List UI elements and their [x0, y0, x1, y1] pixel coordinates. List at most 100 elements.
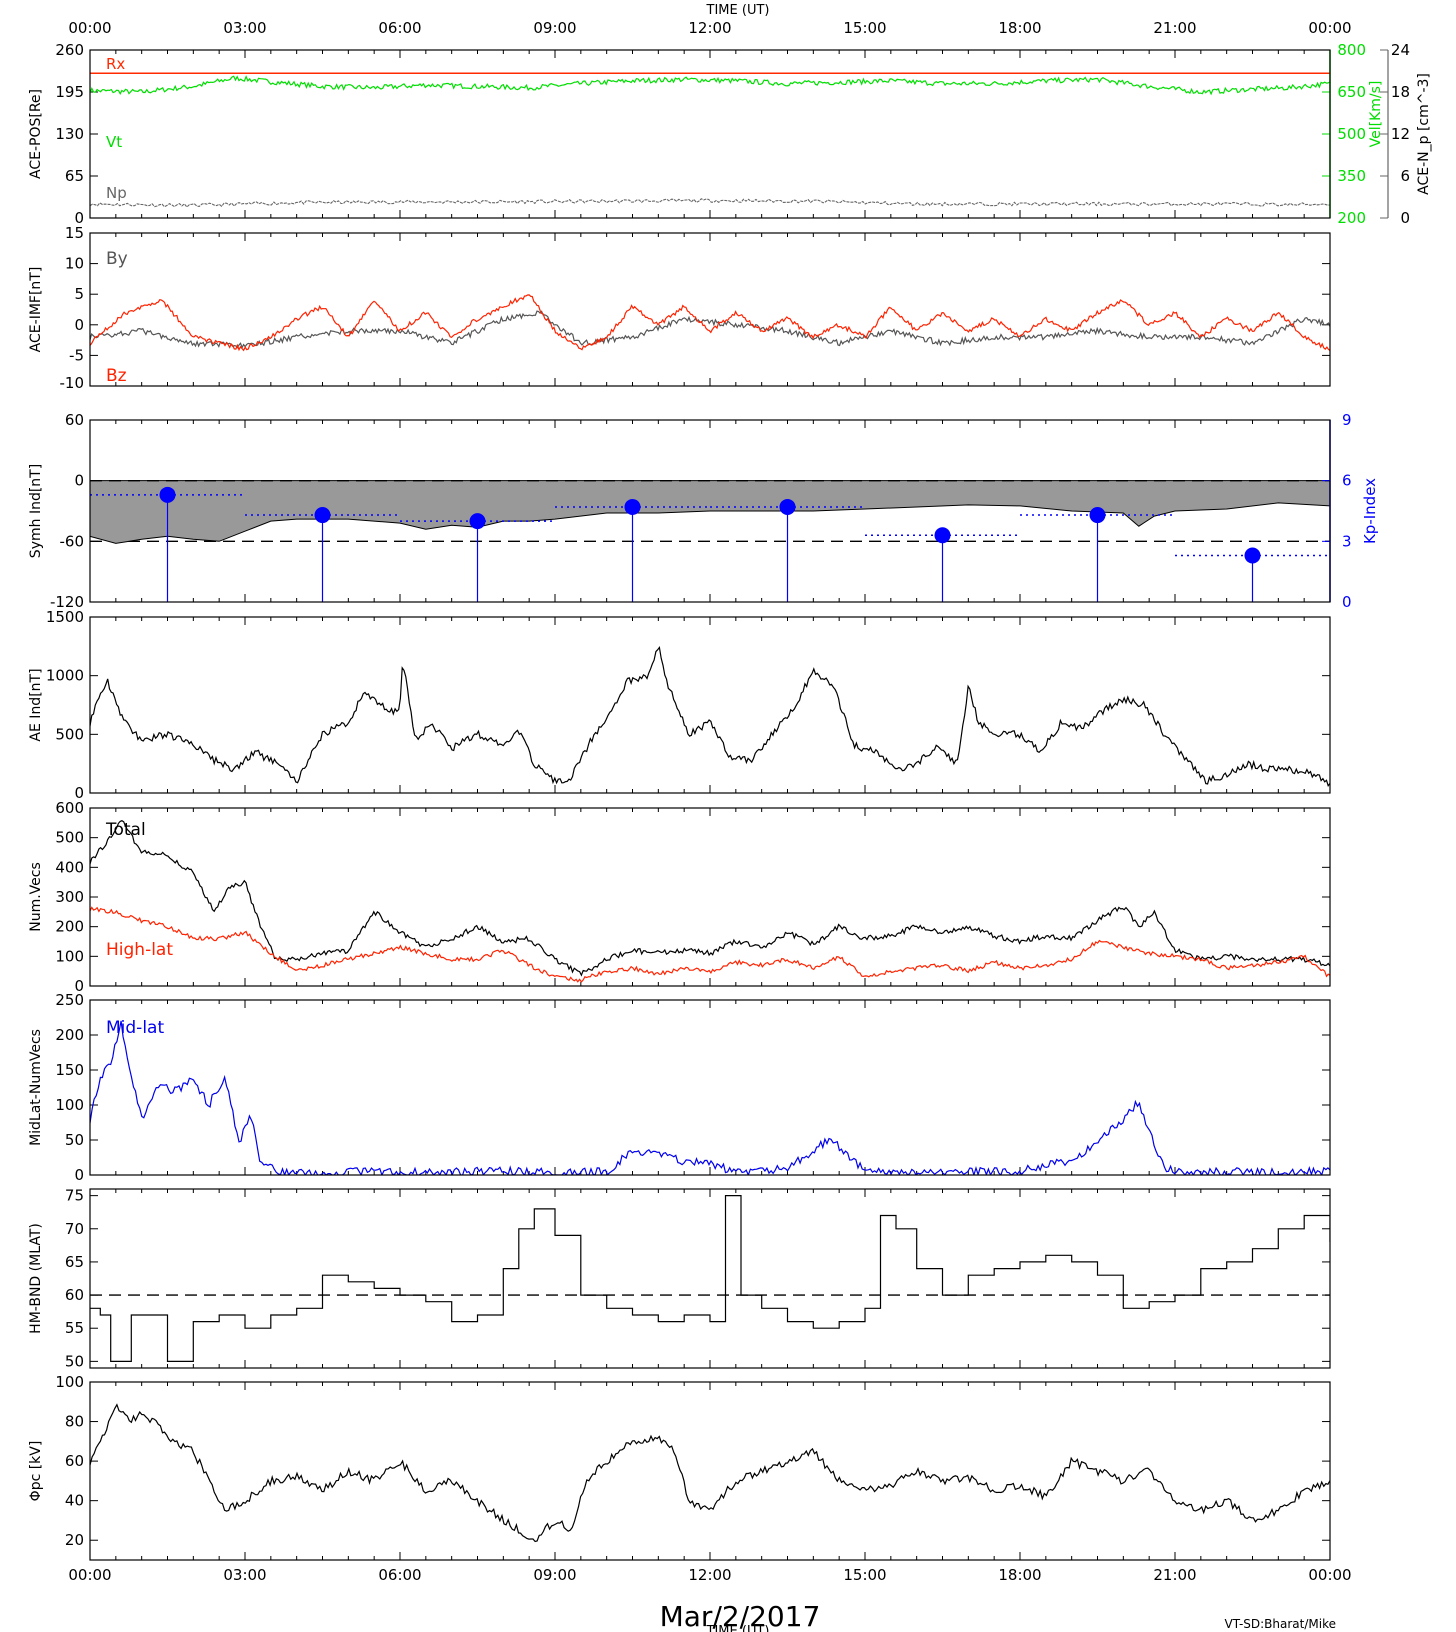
kp-axis-label: Kp-Index	[1361, 478, 1379, 544]
kp-axis-tick-label: 0	[1342, 593, 1352, 611]
kp-point	[314, 507, 331, 524]
time-minor-ticks	[89, 1382, 1331, 1560]
y-axis-label: ACE-POS[Re]	[28, 89, 44, 179]
bottom-tick-label: 00:00	[68, 1566, 111, 1584]
y-axis-label: HM-BND (MLAT)	[28, 1223, 44, 1334]
bottom-tick-label: 12:00	[688, 1566, 731, 1584]
y-tick-label: 300	[55, 888, 84, 906]
y-tick-label: 60	[65, 1286, 84, 1304]
series-label-rx: Rx	[106, 55, 125, 73]
panel-frame	[89, 1188, 1331, 1369]
y-tick-label: 55	[65, 1319, 84, 1337]
series-vt-line	[90, 75, 1330, 96]
panel-frame	[89, 1381, 1331, 1561]
y-tick-label: 0	[74, 209, 84, 227]
np-axis-tick-label: 12	[1391, 125, 1410, 143]
y-tick-label: 600	[55, 799, 84, 817]
kp-point	[1244, 547, 1261, 564]
y-tick-label: 500	[55, 829, 84, 847]
y-tick-label: 80	[65, 1413, 84, 1431]
top-tick-label: 03:00	[223, 19, 266, 37]
kp-axis-tick-label: 9	[1342, 411, 1352, 429]
y-tick-label: 100	[55, 1373, 84, 1391]
y-axis-label: ACE-IMF[nT]	[28, 267, 44, 353]
vel-axis-tick-label: 650	[1337, 83, 1366, 101]
panel-frame	[89, 419, 1331, 603]
np-axis-label: ACE-N_p [cm^-3]	[1416, 73, 1432, 195]
y-tick-label: 0	[74, 784, 84, 802]
plot-panels: 065130195260ACE-POS[Re]200350500650800Ve…	[28, 41, 1432, 1561]
kp-point	[159, 486, 176, 503]
y-tick-label: 100	[55, 1096, 84, 1114]
series-line-total	[90, 820, 1330, 977]
y-tick-label: -60	[60, 532, 85, 550]
time-minor-ticks	[89, 1189, 1331, 1368]
y-axis-label: MidLat-NumVecs	[28, 1029, 44, 1146]
top-time-tick-labels: 00:00 03:00 06:00 09:00 12:00 15:00 18:00 21:00…	[68, 19, 1351, 37]
bottom-tick-label: 09:00	[533, 1566, 576, 1584]
np-axis-tick-label: 0	[1400, 209, 1410, 227]
y-tick-label: 260	[55, 41, 84, 59]
top-tick-label: 18:00	[998, 19, 1041, 37]
y-tick-label: -10	[60, 374, 85, 392]
series-group	[90, 646, 1330, 787]
y-axis-label: Symh Ind[nT]	[28, 464, 44, 558]
kp-point	[1089, 507, 1106, 524]
series-line-main	[90, 1195, 1330, 1362]
series-group	[90, 1020, 1330, 1175]
panel-frame	[89, 999, 1331, 1176]
kp-point	[624, 498, 641, 515]
series-line-mid-lat	[90, 1020, 1330, 1175]
bottom-tick-label: 06:00	[378, 1566, 421, 1584]
y-tick-label: 500	[55, 725, 84, 743]
panel-frame	[89, 232, 1331, 387]
panel-5: 0 100 200 300 400 500 600 Num.Vecs Total High-lat	[28, 799, 1331, 995]
y-tick-label: 10	[65, 255, 84, 273]
panel-7: 50 55 60 65 70 75 HM-BND (MLAT)	[28, 1187, 1331, 1370]
y-tick-label: 40	[65, 1492, 84, 1510]
vel-axis-tick-label: 200	[1337, 209, 1366, 227]
top-tick-label: 09:00	[533, 19, 576, 37]
y-tick-label: 65	[65, 167, 84, 185]
series-group	[90, 1403, 1330, 1543]
y-axis-label: Num.Vecs	[28, 862, 44, 932]
series-label-high-lat: High-lat	[106, 940, 173, 960]
series-group	[90, 72, 1330, 208]
time-minor-ticks	[89, 617, 1331, 793]
time-minor-ticks	[89, 50, 1331, 218]
bottom-tick-label: 21:00	[1153, 1566, 1196, 1584]
credit-text: VT-SD:Bharat/Mike	[1225, 1617, 1337, 1631]
series-label-vt: Vt	[106, 133, 122, 151]
series-group	[90, 480, 1330, 602]
y-tick-label: 200	[55, 1026, 84, 1044]
kp-axis-tick-label: 6	[1342, 472, 1352, 490]
y-tick-label: 65	[65, 1253, 84, 1271]
y-tick-label: -5	[69, 346, 84, 364]
y-tick-label: 150	[55, 1061, 84, 1079]
vel-axis-label: Vel[Km/s]	[1368, 81, 1384, 148]
series-line-by	[90, 310, 1330, 349]
y-tick-label: 1500	[46, 608, 84, 626]
y-tick-label: 250	[55, 991, 84, 1009]
bottom-tick-label: 18:00	[998, 1566, 1041, 1584]
panel-3: -120 -60 0 60 Symh Ind[nT] 0 3 6 9 Kp-Index	[28, 411, 1379, 611]
series-line-main	[90, 646, 1330, 787]
time-minor-ticks	[89, 808, 1331, 986]
kp-point	[934, 527, 951, 544]
y-tick-label: 0	[74, 1166, 84, 1184]
y-tick-label: 1000	[46, 667, 84, 685]
y-tick-label: 0	[74, 977, 84, 995]
panel-1: 0 65 130 195 260 ACE-POS[Re] 200 350 500 650 800 Ve…	[28, 41, 1432, 227]
y-tick-label: 60	[65, 1452, 84, 1470]
time-minor-ticks	[89, 1000, 1331, 1175]
y-tick-label: 100	[55, 947, 84, 965]
date-title: Mar/2/2017	[660, 1600, 821, 1632]
y-tick-label: 5	[74, 285, 84, 303]
y-tick-label: 50	[65, 1131, 84, 1149]
time-minor-ticks	[89, 233, 1331, 386]
bottom-time-axis-label: TIME (UT)	[706, 1624, 770, 1632]
y-tick-label: 60	[65, 411, 84, 429]
panel-frame	[89, 49, 1331, 219]
vel-axis-tick-label: 500	[1337, 125, 1366, 143]
vel-axis-tick-label: 800	[1337, 41, 1366, 59]
